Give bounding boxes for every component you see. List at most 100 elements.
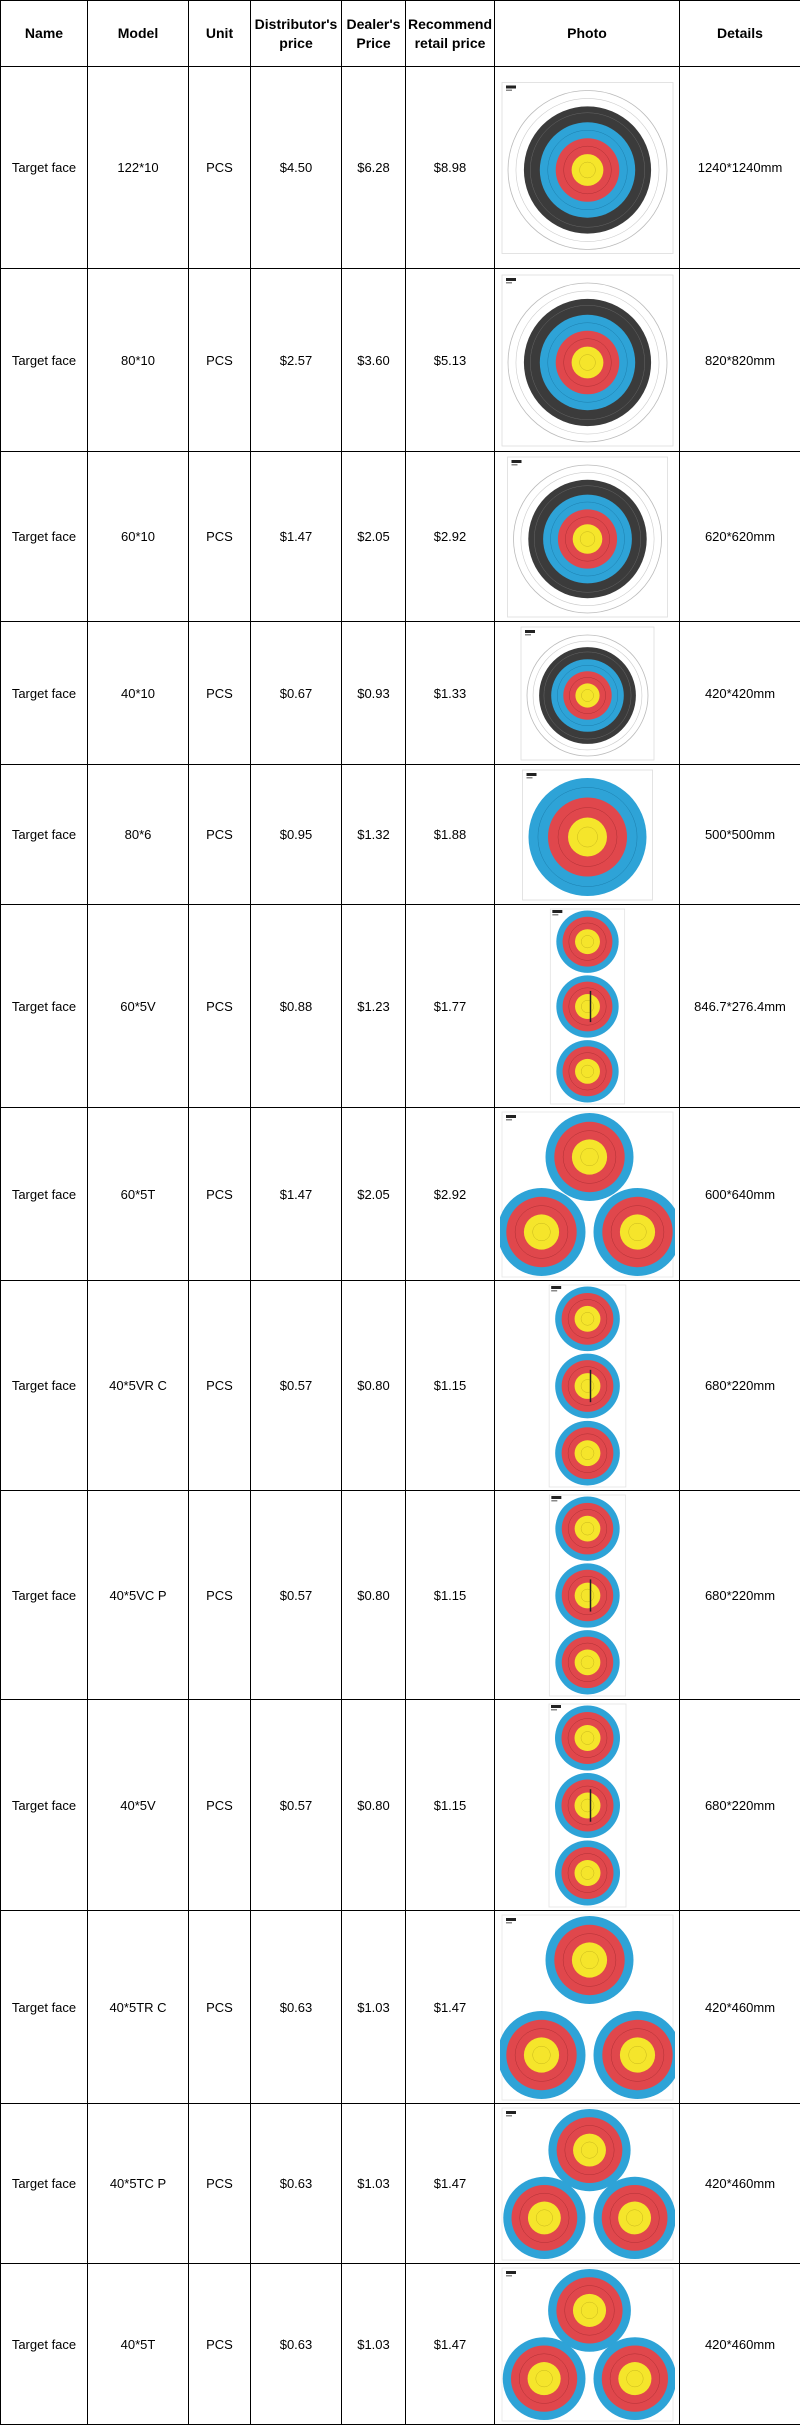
cell-dealer-price: $1.03 bbox=[342, 2264, 406, 2425]
cell-photo bbox=[495, 1700, 680, 1911]
cell-dealer-price: $1.32 bbox=[342, 765, 406, 905]
cell-name: Target face bbox=[1, 1700, 88, 1911]
cell-model: 40*5VR C bbox=[88, 1281, 189, 1491]
target-photo bbox=[500, 455, 675, 619]
target-face-icon bbox=[500, 1188, 586, 1276]
cell-name: Target face bbox=[1, 1491, 88, 1700]
cell-name: Target face bbox=[1, 765, 88, 905]
target-photo bbox=[500, 272, 675, 449]
cell-photo bbox=[495, 622, 680, 765]
cell-model: 40*10 bbox=[88, 622, 189, 765]
cell-retail-price: $1.15 bbox=[406, 1700, 495, 1911]
cell-photo bbox=[495, 765, 680, 905]
cell-name: Target face bbox=[1, 269, 88, 452]
cell-retail-price: $5.13 bbox=[406, 269, 495, 452]
cell-retail-price: $1.15 bbox=[406, 1281, 495, 1491]
cell-name: Target face bbox=[1, 67, 88, 269]
target-photo bbox=[500, 70, 675, 266]
target-photo bbox=[500, 2107, 675, 2261]
cell-retail-price: $8.98 bbox=[406, 67, 495, 269]
cell-photo bbox=[495, 2104, 680, 2264]
cell-model: 80*6 bbox=[88, 765, 189, 905]
cell-distributor-price: $0.63 bbox=[251, 2104, 342, 2264]
cell-distributor-price: $0.67 bbox=[251, 622, 342, 765]
cell-unit: PCS bbox=[189, 452, 251, 622]
target-face-icon bbox=[500, 2011, 586, 2099]
cell-model: 40*5TC P bbox=[88, 2104, 189, 2264]
cell-unit: PCS bbox=[189, 2264, 251, 2425]
cell-details: 680*220mm bbox=[680, 1281, 800, 1491]
cell-dealer-price: $0.93 bbox=[342, 622, 406, 765]
cell-unit: PCS bbox=[189, 765, 251, 905]
cell-details: 420*460mm bbox=[680, 2264, 800, 2425]
cell-retail-price: $1.33 bbox=[406, 622, 495, 765]
target-face-icon bbox=[508, 90, 667, 249]
cell-details: 1240*1240mm bbox=[680, 67, 800, 269]
cell-model: 40*5V bbox=[88, 1700, 189, 1911]
cell-retail-price: $2.92 bbox=[406, 1108, 495, 1281]
target-face-icon bbox=[548, 2269, 631, 2352]
target-face-icon bbox=[508, 283, 667, 442]
cell-name: Target face bbox=[1, 2264, 88, 2425]
col-header-model: Model bbox=[88, 1, 189, 67]
cell-name: Target face bbox=[1, 452, 88, 622]
target-face-icon bbox=[513, 465, 661, 613]
target-photo bbox=[500, 1111, 675, 1278]
target-photo bbox=[500, 1284, 675, 1488]
cell-model: 122*10 bbox=[88, 67, 189, 269]
target-photo bbox=[500, 1703, 675, 1908]
cell-details: 420*420mm bbox=[680, 622, 800, 765]
target-face-icon bbox=[548, 2109, 630, 2191]
cell-unit: PCS bbox=[189, 1491, 251, 1700]
target-photo bbox=[500, 1914, 675, 2101]
cell-retail-price: $1.77 bbox=[406, 905, 495, 1108]
target-face-icon bbox=[555, 1563, 619, 1627]
cell-name: Target face bbox=[1, 622, 88, 765]
cell-model: 60*5T bbox=[88, 1108, 189, 1281]
cell-photo bbox=[495, 1281, 680, 1491]
col-header-photo: Photo bbox=[495, 1, 680, 67]
cell-dealer-price: $0.80 bbox=[342, 1700, 406, 1911]
target-photo bbox=[500, 2267, 675, 2422]
col-header-unit: Unit bbox=[189, 1, 251, 67]
cell-photo bbox=[495, 905, 680, 1108]
header-row: Name Model Unit Distributor's price Deal… bbox=[1, 1, 800, 67]
cell-details: 420*460mm bbox=[680, 2104, 800, 2264]
target-photo bbox=[500, 908, 675, 1105]
cell-dealer-price: $1.23 bbox=[342, 905, 406, 1108]
cell-details: 680*220mm bbox=[680, 1491, 800, 1700]
target-face-icon bbox=[555, 1630, 619, 1694]
cell-retail-price: $1.47 bbox=[406, 2264, 495, 2425]
cell-retail-price: $1.15 bbox=[406, 1491, 495, 1700]
target-face-icon bbox=[502, 2337, 585, 2420]
cell-unit: PCS bbox=[189, 1911, 251, 2104]
cell-model: 40*5VC P bbox=[88, 1491, 189, 1700]
col-header-retail-price: Recommend retail price bbox=[406, 1, 495, 67]
target-face-icon bbox=[555, 1353, 620, 1418]
target-face-icon bbox=[555, 1286, 620, 1351]
cell-retail-price: $1.47 bbox=[406, 2104, 495, 2264]
cell-dealer-price: $0.80 bbox=[342, 1281, 406, 1491]
target-face-icon bbox=[555, 1705, 620, 1770]
target-face-icon bbox=[555, 1840, 620, 1905]
cell-dealer-price: $0.80 bbox=[342, 1491, 406, 1700]
cell-retail-price: $1.88 bbox=[406, 765, 495, 905]
col-header-dealer-price: Dealer's Price bbox=[342, 1, 406, 67]
cell-photo bbox=[495, 1911, 680, 2104]
target-face-icon bbox=[545, 1916, 633, 2004]
cell-distributor-price: $4.50 bbox=[251, 67, 342, 269]
cell-name: Target face bbox=[1, 905, 88, 1108]
target-face-icon bbox=[503, 2176, 585, 2258]
cell-unit: PCS bbox=[189, 1108, 251, 1281]
cell-distributor-price: $1.47 bbox=[251, 452, 342, 622]
